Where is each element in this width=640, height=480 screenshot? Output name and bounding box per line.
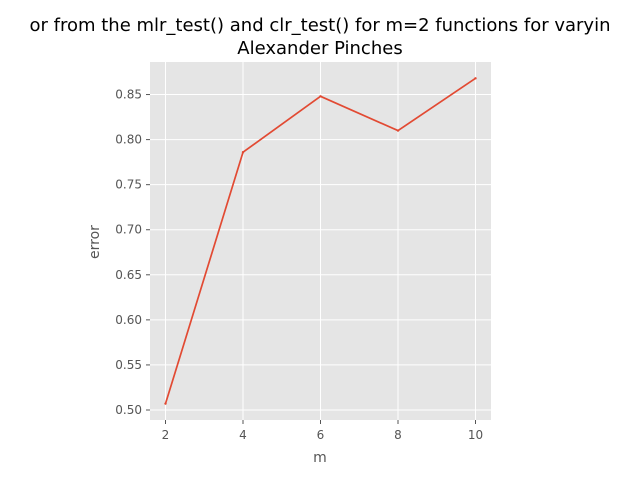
series-layer [164,77,477,405]
x-tick-label: 10 [468,428,483,442]
y-tick-label: 0.65 [115,268,142,282]
x-axis-label: m [313,450,327,466]
x-tick-label: 2 [162,428,170,442]
y-axis-label: error [87,225,103,259]
chart-title-line-1: or from the mlr_test() and clr_test() fo… [29,15,610,36]
chart-title-line-2: Alexander Pinches [237,38,402,59]
data-point [241,151,245,154]
y-tick-label: 0.70 [115,223,142,237]
y-tick-label: 0.80 [115,133,142,147]
y-tick-label: 0.55 [115,358,142,372]
data-point [164,402,167,405]
data-point [474,77,477,80]
tick-marks [146,94,476,424]
y-tick-label: 0.85 [115,88,142,102]
data-point [319,95,322,98]
x-tick-label: 8 [394,428,402,442]
y-tick-label: 0.60 [115,313,142,327]
gridlines [150,62,491,420]
tick-labels: 2 4 6 8 10 0.50 0.55 0.60 0.65 0.70 0.75 0.80 0.85 [115,88,483,442]
y-tick-label: 0.75 [115,178,142,192]
x-tick-label: 4 [239,428,247,442]
x-tick-label: 6 [317,428,325,442]
y-tick-label: 0.50 [115,403,142,417]
data-point [396,129,400,132]
